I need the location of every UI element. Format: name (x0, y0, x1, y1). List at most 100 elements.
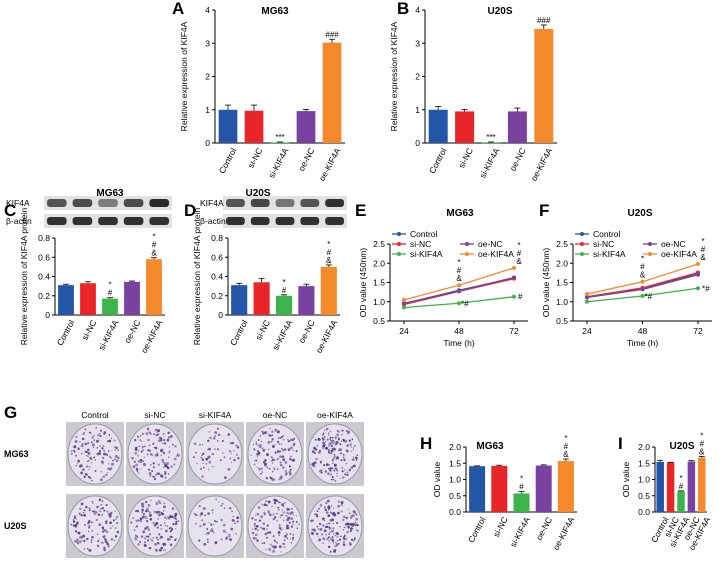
colony-dot (154, 446, 158, 450)
y-tick-label: 0 (45, 310, 50, 320)
colony-dot (276, 457, 279, 461)
blot-band (72, 199, 93, 207)
panel-f: F U20S 0.5 1.0 1.5 2.0 2.5 OD value (450nm) 24 48… (539, 201, 712, 348)
x-tick-label: si-KIF4A (477, 146, 501, 180)
colony-dot (117, 456, 120, 459)
colony-dot (99, 510, 102, 513)
colony-dot (134, 509, 138, 513)
colony-dot (85, 505, 88, 509)
colony-dot (193, 442, 197, 445)
y-tick-label: 1.0 (638, 475, 650, 485)
colony-dot (352, 447, 355, 449)
colony-dot (174, 445, 177, 448)
colony-dot (211, 530, 214, 533)
series-point (512, 275, 516, 280)
colony-dot (292, 444, 295, 447)
colony-dot (112, 459, 114, 462)
colony-dot (331, 536, 334, 539)
colony-dot (349, 544, 351, 546)
colony-dot (339, 443, 342, 446)
colony-dot (252, 443, 254, 446)
colony-dot (327, 510, 329, 512)
colony-dot (206, 531, 210, 535)
colony-dot (137, 519, 140, 522)
colony-dot (94, 469, 97, 472)
legend-marker (580, 252, 584, 256)
colony-dot (214, 435, 216, 437)
colony-dot (323, 517, 326, 520)
colony-dot (349, 542, 351, 544)
colony-dot (163, 451, 165, 454)
colony-dot (282, 458, 286, 462)
colony-dot (116, 530, 120, 534)
y-tick-label: 2 (205, 72, 210, 82)
colony-dot (272, 513, 275, 516)
panel-title: MG63 (446, 208, 474, 219)
colony-dot (158, 513, 161, 517)
colony-dot (255, 443, 258, 445)
blot-band (275, 199, 295, 207)
colony-dot (130, 521, 133, 524)
colony-dot (136, 525, 139, 528)
colony-dot (73, 449, 76, 452)
colony-dot (214, 448, 216, 450)
colony-dot (329, 473, 333, 476)
colony-dot (236, 516, 240, 520)
colony-dot (199, 524, 202, 528)
colony-dot (273, 468, 276, 470)
colony-dot (280, 528, 283, 531)
colony-dot (195, 451, 197, 454)
colony-dot (203, 542, 206, 546)
colony-dot (170, 528, 174, 531)
colony-dot (174, 539, 177, 542)
colony-dot (259, 445, 262, 448)
colony-dot (141, 445, 145, 449)
colony-dot (346, 523, 350, 526)
colony-dot (208, 521, 210, 524)
blot-band (123, 217, 144, 225)
colony-dot (255, 533, 258, 537)
bar (535, 465, 552, 512)
colony-dot (141, 502, 144, 506)
colony-dot (173, 516, 177, 520)
y-tick-label: 0.8 (211, 233, 223, 243)
colony-dot (251, 531, 255, 535)
colony-dot (335, 458, 338, 460)
colony-dot (317, 438, 321, 441)
colony-dot (287, 448, 291, 451)
colony-dot (266, 453, 269, 457)
colony-dot (153, 510, 156, 513)
colony-dot (350, 446, 352, 448)
colony-dot (333, 455, 336, 458)
panel-label: D (184, 201, 196, 220)
colony-dot (109, 527, 112, 529)
x-tick-label: oe-KIF4A (551, 515, 577, 552)
colony-dot (280, 551, 282, 553)
colony-dot (328, 434, 330, 436)
row-label: U20S (4, 521, 27, 531)
y-tick-label: 2.5 (556, 239, 568, 249)
colony-dot (254, 459, 256, 462)
colony-dot (323, 519, 326, 521)
colony-dot (279, 455, 282, 458)
colony-dot (168, 450, 171, 453)
colony-dot (142, 449, 144, 452)
bar (275, 295, 293, 315)
colony-dot (332, 439, 335, 442)
colony-dot (334, 441, 336, 443)
series-point (402, 305, 406, 310)
colony-dot (107, 467, 110, 470)
colony-dot (202, 443, 204, 446)
colony-dot (271, 434, 274, 437)
colony-dot (289, 538, 292, 540)
colony-dot (279, 450, 282, 453)
colony-dot (80, 444, 84, 448)
colony-dot (229, 442, 232, 445)
colony-dot (111, 462, 114, 466)
significance-mark: *** (275, 133, 284, 142)
culture-plate (247, 495, 303, 557)
colony-dot (200, 467, 203, 470)
colony-dot (265, 500, 268, 503)
x-tick-label: Control (55, 318, 77, 347)
colony-dot (140, 440, 142, 443)
